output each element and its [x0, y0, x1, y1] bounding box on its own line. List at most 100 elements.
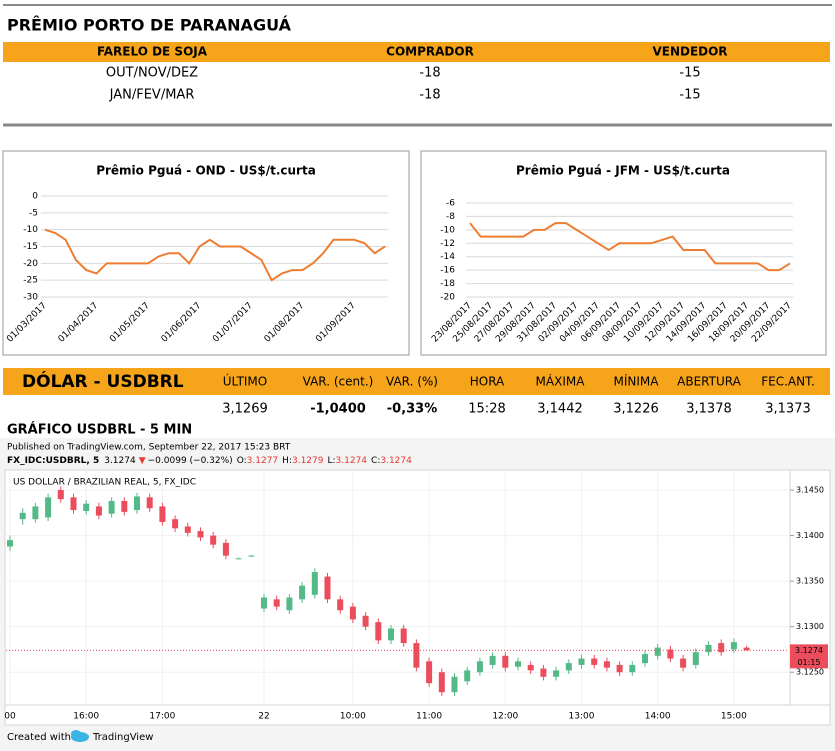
table-cell: 3,1378	[686, 402, 732, 417]
x-tick-label: 14:00	[645, 712, 671, 722]
legend-part: FX_IDC:USDBRL, 5	[7, 456, 99, 466]
x-tick-label: 10:00	[340, 712, 366, 722]
candle-body	[705, 644, 712, 653]
y-tick-label: -15	[23, 242, 38, 252]
legend-part: 3.1279	[292, 456, 324, 466]
legend-part: −0.0099 (−0.32%)	[148, 456, 233, 466]
candle-body	[197, 531, 204, 538]
candle-body	[121, 500, 128, 512]
table-cell: 3,1442	[537, 402, 583, 417]
candle-body	[502, 655, 509, 668]
table-cell: -18	[419, 88, 440, 103]
y-tick-label: -16	[440, 266, 455, 276]
table-cell: JAN/FEV/MAR	[109, 88, 195, 103]
candle-body	[565, 663, 572, 671]
y-tick-label: -20	[23, 259, 38, 269]
candle-body	[616, 664, 623, 673]
candle-body	[57, 490, 64, 500]
candle-body	[159, 506, 166, 522]
column-header: ÚLTIMO	[223, 374, 267, 389]
y-tick-label: 0	[32, 192, 38, 202]
dolar-title: DÓLAR - USDBRL	[22, 370, 184, 392]
y-tick-label: 3.1450	[796, 486, 824, 495]
candle-body	[743, 647, 750, 651]
y-tick-label: -10	[440, 225, 455, 235]
candle-body	[95, 506, 102, 516]
candle-body	[515, 661, 521, 667]
x-tick-label: 00	[4, 712, 16, 722]
candle-body	[235, 558, 242, 560]
candle-body	[311, 572, 318, 595]
candle-body	[438, 672, 445, 693]
table-cell: 3,1373	[765, 402, 811, 417]
last-price-label: 3.1274	[795, 646, 823, 655]
candle-body	[730, 642, 737, 650]
candle-body	[692, 652, 699, 665]
candle-body	[261, 597, 267, 609]
candle-body	[540, 668, 547, 677]
chart-frame	[2, 150, 410, 356]
legend-part: O:	[237, 456, 247, 466]
candle-body	[718, 643, 725, 653]
candle-body	[375, 622, 382, 641]
candle-body	[248, 555, 255, 557]
candle-body	[413, 643, 420, 668]
x-tick-label: 16:00	[73, 712, 99, 722]
table-cell: OUT/NOV/DEZ	[106, 66, 198, 81]
line-series	[469, 222, 791, 272]
legend-part: C:	[371, 456, 380, 466]
legend-part: H:	[282, 456, 292, 466]
candle-body	[337, 599, 344, 611]
legend-part: L:	[327, 456, 335, 466]
candle-body	[451, 676, 458, 693]
y-tick-label: 3.1400	[796, 531, 824, 540]
footer-brand: TradingView	[92, 732, 153, 743]
chart-title: Prêmio Pguá - OND - US$/t.curta	[96, 164, 316, 178]
column-header: VENDEDOR	[652, 45, 727, 59]
candle-body	[654, 647, 661, 656]
widget-title: GRÁFICO USDBRL - 5 MIN	[7, 422, 192, 438]
legend-part: 3.1277	[247, 456, 279, 466]
x-tick-label: 12:00	[492, 712, 518, 722]
x-tick-label: 17:00	[149, 712, 175, 722]
table-cell: -15	[679, 66, 700, 81]
candle-body	[70, 497, 77, 511]
candle-body	[603, 661, 610, 668]
y-tick-label: -5	[29, 208, 38, 218]
column-header: FEC.ANT.	[761, 375, 815, 389]
tradingview-logo	[71, 730, 89, 742]
time-axis	[4, 704, 831, 726]
candle-body	[578, 658, 585, 665]
candle-body	[286, 597, 293, 611]
y-tick-label: -18	[440, 279, 455, 289]
candle-body	[400, 628, 407, 644]
candle-body	[172, 519, 179, 529]
table-cell: -15	[679, 88, 700, 103]
candle-body	[553, 670, 560, 677]
legend-part: ▼	[139, 456, 146, 466]
candle-body	[476, 661, 483, 673]
candle-body	[222, 542, 229, 556]
chart-title: Prêmio Pguá - JFM - US$/t.curta	[516, 164, 730, 178]
candle-body	[32, 506, 39, 520]
premio-title: PRÊMIO PORTO DE PARANAGUÁ	[7, 16, 292, 35]
candle-body	[134, 496, 140, 511]
y-tick-label: -25	[23, 276, 38, 286]
x-tick-label: 13:00	[569, 712, 595, 722]
candle-body	[273, 599, 280, 607]
candle-body	[527, 664, 534, 671]
candle-body	[146, 497, 153, 509]
y-tick-label: -30	[23, 293, 38, 303]
column-header: VAR. (cent.)	[303, 375, 374, 389]
candle-body	[299, 585, 306, 600]
chart-title: US DOLLAR / BRAZILIAN REAL, 5, FX_IDC	[13, 478, 196, 488]
candle-body	[591, 658, 598, 665]
symbol-legend: FX_IDC:USDBRL, 5 3.1274 ▼ −0.0099 (−0.32%) O…	[7, 456, 412, 466]
legend-part: 3.1274	[380, 456, 412, 466]
y-tick-label: 3.1350	[796, 577, 824, 586]
table-cell: 3,1226	[613, 402, 659, 417]
chart-frame	[420, 150, 827, 356]
candle-body	[184, 526, 191, 533]
candle-body	[45, 497, 52, 518]
